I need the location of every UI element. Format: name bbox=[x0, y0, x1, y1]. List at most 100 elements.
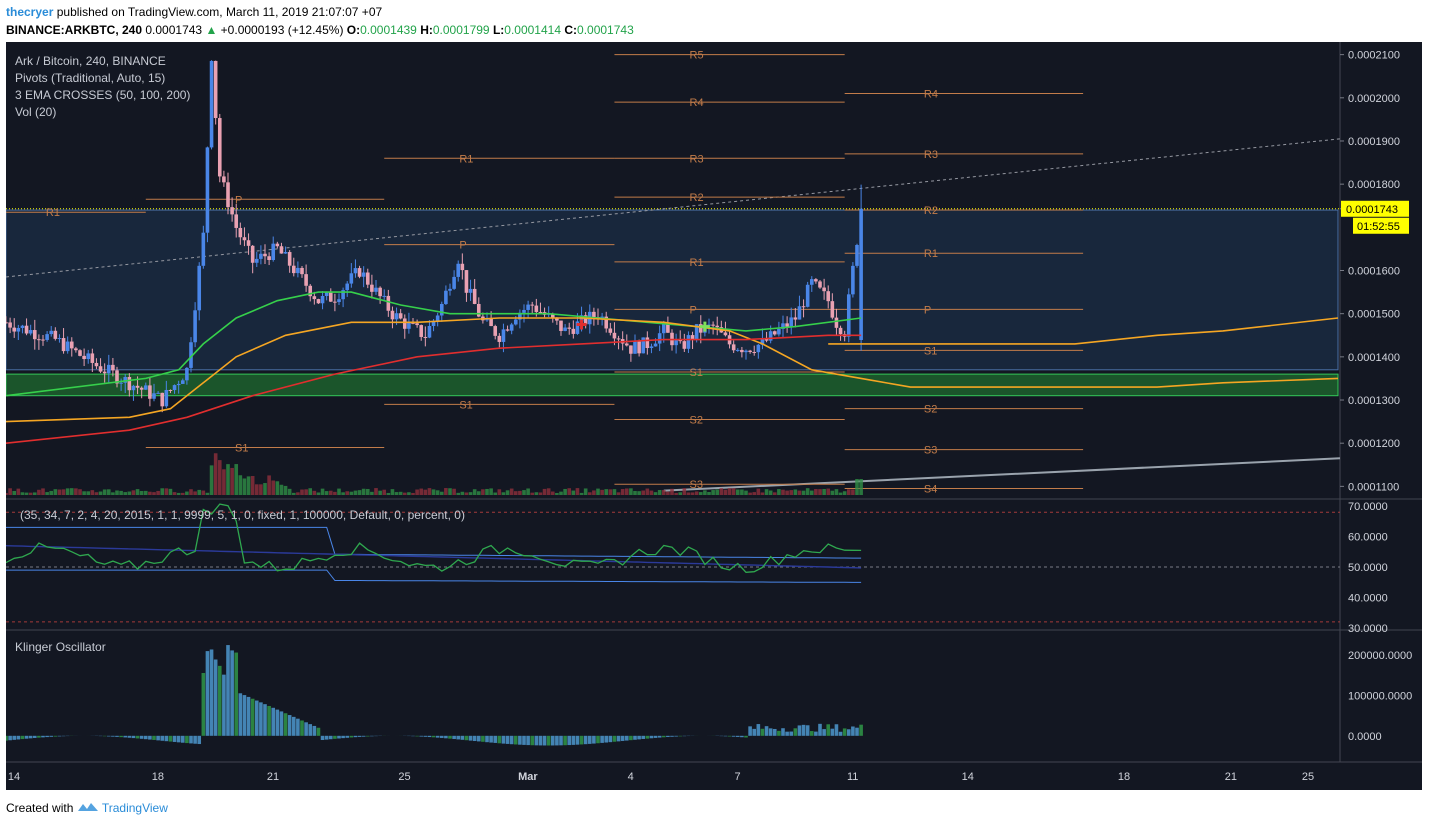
time-axis-label: 14 bbox=[962, 771, 974, 783]
candle-up bbox=[189, 342, 193, 368]
volume-bar bbox=[760, 492, 765, 495]
candle-up bbox=[431, 320, 436, 326]
klinger-bar bbox=[476, 735, 481, 742]
pivot-label: R2 bbox=[924, 205, 938, 217]
candle-up bbox=[859, 208, 863, 341]
volume-bar bbox=[82, 491, 86, 495]
candle-down bbox=[472, 288, 477, 304]
pivot-label: P bbox=[924, 304, 931, 316]
candle-down bbox=[357, 268, 362, 277]
klinger-bar bbox=[320, 735, 325, 741]
candle-down bbox=[90, 353, 95, 363]
klinger-bar bbox=[444, 735, 448, 739]
klinger-bar bbox=[53, 735, 58, 737]
support-band bbox=[6, 373, 1339, 397]
candle-up bbox=[57, 338, 62, 340]
candle-up bbox=[345, 283, 350, 291]
last-price: 0.0001743 bbox=[145, 23, 203, 37]
volume-bar bbox=[555, 492, 559, 495]
volume-bar bbox=[719, 488, 724, 495]
volume-bar bbox=[102, 489, 107, 495]
candle-down bbox=[555, 317, 559, 321]
klinger-bar bbox=[119, 735, 123, 738]
klinger-bar bbox=[542, 735, 547, 746]
volume-bar bbox=[49, 490, 54, 495]
pivot-label: R2 bbox=[690, 192, 704, 204]
legend-klinger[interactable]: Klinger Oscillator bbox=[15, 640, 106, 654]
volume-bar bbox=[530, 492, 535, 495]
volume-bar bbox=[731, 488, 736, 495]
volume-bar bbox=[74, 488, 78, 495]
time-axis-label: 4 bbox=[628, 771, 634, 783]
volume-bar bbox=[781, 489, 785, 495]
candle-up bbox=[65, 341, 70, 352]
volume-bar bbox=[164, 488, 169, 495]
volume-bar bbox=[489, 488, 493, 495]
klinger-bar bbox=[649, 735, 654, 739]
klinger-bar bbox=[324, 735, 329, 740]
candle-down bbox=[678, 339, 683, 342]
klinger-bar bbox=[415, 735, 419, 737]
legend-volume[interactable]: Vol (20) bbox=[15, 105, 57, 119]
klinger-bar bbox=[497, 735, 502, 744]
volume-bar bbox=[242, 478, 247, 495]
candle-up bbox=[501, 329, 506, 342]
candle-up bbox=[180, 380, 185, 384]
candle-down bbox=[682, 341, 687, 349]
volume-bar bbox=[690, 492, 695, 495]
volume-bar bbox=[267, 475, 271, 495]
volume-bar bbox=[304, 489, 308, 495]
klinger-bar bbox=[164, 735, 169, 742]
volume-bar bbox=[6, 492, 8, 495]
chart-area[interactable]: P R1 S1 R1 P S1 R5 R4 R3 R2 R1 P S1 S2 S3 R4 R3 R2 R1 P S1 S2… bbox=[6, 42, 1422, 790]
klinger-bar bbox=[456, 735, 461, 740]
candle-down bbox=[637, 341, 641, 354]
klinger-bar bbox=[748, 726, 752, 736]
legend-pivots[interactable]: Pivots (Traditional, Auto, 15) bbox=[15, 71, 166, 85]
candle-up bbox=[575, 321, 580, 334]
candle-down bbox=[69, 341, 74, 349]
volume-bar bbox=[180, 492, 185, 495]
volume-bar bbox=[505, 490, 510, 495]
candle-down bbox=[785, 323, 789, 327]
volume-bar bbox=[727, 488, 732, 495]
klinger-bar bbox=[579, 735, 584, 745]
candle-down bbox=[41, 339, 45, 341]
klinger-bar bbox=[583, 735, 588, 745]
candle-down bbox=[493, 326, 498, 336]
chart-canvas[interactable]: P R1 S1 R1 P S1 R5 R4 R3 R2 R1 P S1 S2 S3 R4 R3 R2 R1 P S1 S2… bbox=[6, 42, 1422, 790]
candle-down bbox=[238, 227, 243, 238]
candle-down bbox=[419, 325, 424, 337]
volume-bar bbox=[370, 491, 374, 495]
candle-up bbox=[846, 294, 851, 337]
klinger-bar bbox=[131, 735, 136, 739]
klinger-bar bbox=[620, 735, 625, 741]
candle-up bbox=[353, 268, 358, 274]
author-link[interactable]: thecryer bbox=[6, 5, 54, 19]
volume-bar bbox=[254, 484, 259, 495]
klinger-bar bbox=[189, 735, 193, 744]
tradingview-link[interactable]: TradingView bbox=[101, 801, 168, 815]
rsi-axis-label: 70.0000 bbox=[1348, 501, 1388, 513]
volume-bar bbox=[333, 491, 337, 495]
volume-bar bbox=[279, 484, 284, 495]
klinger-bar bbox=[45, 735, 49, 738]
volume-bar bbox=[485, 488, 489, 495]
candle-down bbox=[489, 318, 493, 327]
volume-bar bbox=[575, 488, 580, 495]
legend-rsi-params[interactable]: (35, 34, 7, 2, 4, 20, 2015, 1, 1, 9999, … bbox=[20, 508, 465, 522]
legend-ema[interactable]: 3 EMA CROSSES (50, 100, 200) bbox=[15, 88, 191, 102]
klinger-bar bbox=[205, 651, 210, 736]
ema-cross-marker bbox=[576, 319, 587, 330]
candle-up bbox=[86, 353, 91, 360]
time-axis-label: 21 bbox=[1225, 771, 1237, 783]
candle-down bbox=[592, 311, 596, 318]
price-axis-label: 0.0001500 bbox=[1348, 309, 1400, 321]
candle-down bbox=[604, 316, 609, 329]
candle-up bbox=[452, 276, 456, 289]
klinger-bar bbox=[616, 735, 621, 742]
klinger-bar bbox=[127, 735, 132, 738]
volume-bar bbox=[633, 490, 637, 495]
klinger-bar bbox=[830, 728, 835, 736]
candle-up bbox=[777, 328, 781, 335]
